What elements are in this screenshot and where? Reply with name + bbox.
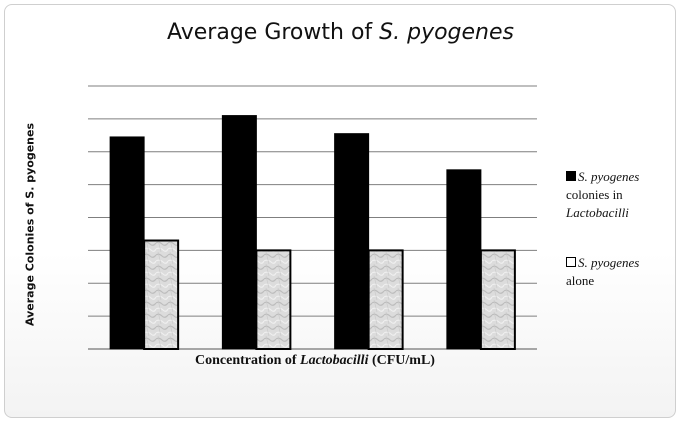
- bar-series-1-group-2: [221, 115, 257, 350]
- bar-series-1-group-1: [109, 136, 145, 350]
- x-axis-label: Concentration of Lactobacilli (CFU/mL): [195, 353, 435, 368]
- bar-series-1-group-3: [334, 133, 370, 350]
- chart-title: Average Growth of S. pyogenes: [166, 20, 514, 45]
- bar-series-1-group-4: [446, 169, 482, 350]
- legend-swatch-light: [566, 257, 576, 267]
- legend-item-series-2: S. pyogenes alone: [566, 255, 640, 288]
- bar-series-2-group-2: [255, 249, 292, 350]
- bar-series-2-group-4: [479, 249, 516, 350]
- bar-series-2-group-1: [143, 239, 180, 350]
- bar-series-2-group-3: [367, 249, 404, 350]
- legend-item-series-1: S. pyogenes colonies in Lactobacilli: [566, 169, 640, 220]
- legend-swatch-dark: [566, 171, 576, 181]
